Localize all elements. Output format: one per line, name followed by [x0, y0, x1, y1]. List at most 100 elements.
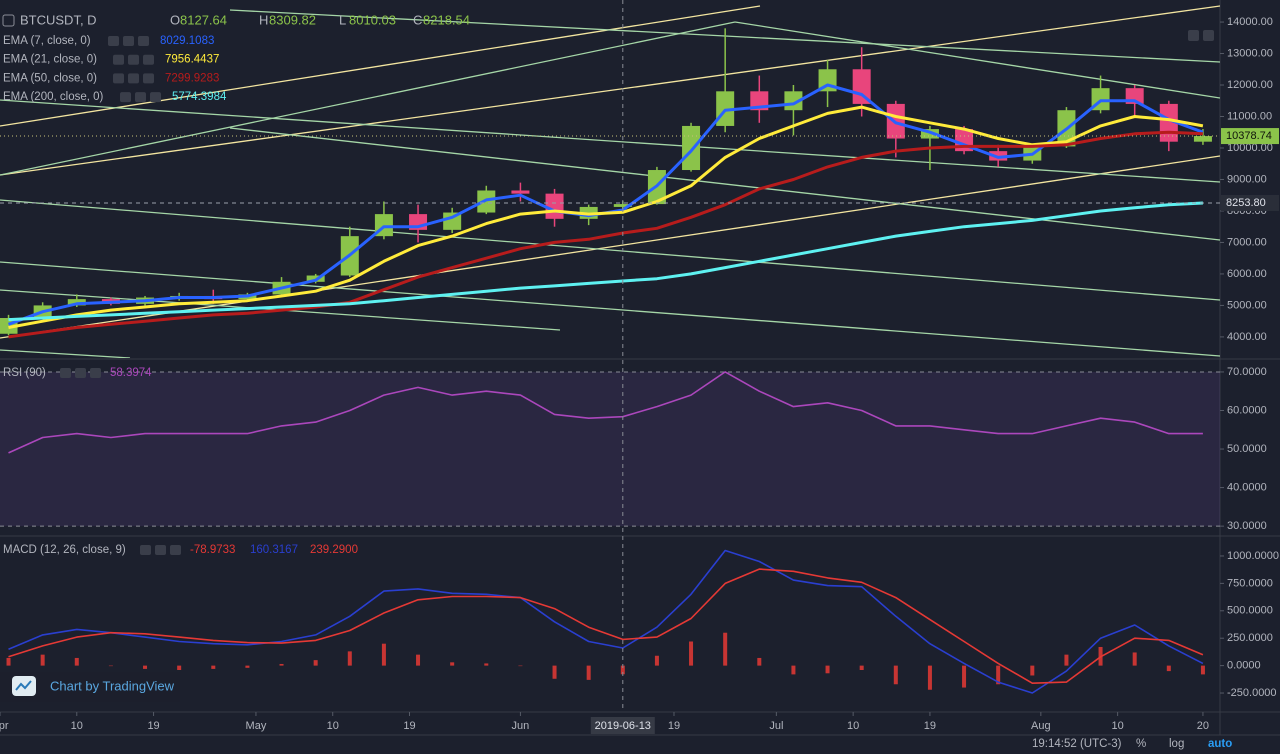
legend-icon[interactable]: [120, 92, 131, 103]
x-tick-label: May: [246, 720, 267, 732]
x-tick-label: Jun: [512, 720, 530, 732]
trend-line: [229, 127, 1220, 241]
indicator-title: RSI (90): [3, 367, 46, 379]
legend-icon[interactable]: [150, 92, 161, 103]
legend-icon[interactable]: [128, 54, 139, 65]
ohlc-value: 8309.82: [269, 12, 316, 27]
indicator-line: [8, 371, 1203, 454]
ohlc-label: O: [170, 12, 180, 27]
legend-icon[interactable]: [170, 545, 181, 555]
legend-icon[interactable]: [108, 36, 119, 46]
histogram-bar: [313, 660, 318, 666]
y-tick-label: 70.0000: [1227, 366, 1267, 378]
legend-value: 239.2900: [310, 544, 358, 556]
legend-icon[interactable]: [113, 54, 124, 65]
y-tick-label: 11000.00: [1227, 110, 1272, 122]
indicator-line: [8, 549, 1204, 694]
pane-button[interactable]: [1203, 30, 1214, 41]
histogram-bar: [450, 662, 455, 666]
legend-value: 8029.1083: [160, 35, 214, 47]
indicator-title: MACD (12, 26, close, 9): [3, 544, 126, 556]
legend-icon[interactable]: [135, 92, 146, 103]
legend-icon[interactable]: [140, 545, 151, 555]
indicator-line: [8, 105, 1204, 329]
collapse-button[interactable]: [2, 14, 15, 27]
legend-icon[interactable]: [128, 73, 139, 84]
candle-body: [920, 129, 939, 139]
pane-button[interactable]: [1188, 30, 1199, 41]
y-tick-label: 9000.00: [1227, 173, 1267, 185]
log-button[interactable]: log: [1169, 738, 1184, 750]
histogram-bar: [40, 654, 45, 666]
indicator-line: [8, 130, 1203, 339]
price-badge: [1221, 128, 1279, 145]
histogram-bar: [825, 665, 830, 674]
histogram-bar: [962, 665, 967, 688]
branding-logo-mark: [15, 680, 32, 691]
y-tick-label: 60.0000: [1227, 404, 1267, 416]
candle-body: [443, 212, 462, 230]
y-tick-label: 750.0000: [1227, 577, 1273, 589]
x-tick-label: 19: [403, 720, 415, 732]
y-tick-label: 250.0000: [1227, 632, 1273, 644]
legend-value: 7956.4437: [165, 54, 219, 66]
histogram-bar: [347, 651, 352, 666]
indicator-line: [8, 568, 1204, 684]
auto-button[interactable]: auto: [1208, 738, 1232, 750]
legend-icon[interactable]: [143, 54, 154, 65]
legend-name: EMA (50, close, 0): [3, 72, 97, 84]
legend-name: EMA (200, close, 0): [3, 91, 104, 103]
histogram-bar: [552, 665, 557, 679]
legend-icon[interactable]: [155, 545, 166, 555]
y-tick-label: 5000.00: [1227, 299, 1267, 311]
legend-icon[interactable]: [123, 36, 134, 46]
legend-icon[interactable]: [113, 73, 124, 84]
x-tick-label: Aug: [1031, 720, 1051, 732]
histogram-bar: [893, 665, 898, 685]
histogram-bar: [381, 643, 386, 666]
legend-icon[interactable]: [143, 73, 154, 84]
candle-body: [1193, 136, 1212, 142]
trend-line: [0, 99, 1220, 183]
price-badge-label: 8253.80: [1226, 197, 1266, 209]
x-tick-label: 20: [1197, 720, 1209, 732]
legend-value: 160.3167: [250, 544, 298, 556]
crosshair-label: 2019-06-13: [595, 720, 651, 732]
histogram-bar: [996, 665, 1001, 685]
candle-body: [67, 299, 86, 306]
legend-icon[interactable]: [75, 368, 86, 378]
legend-icon[interactable]: [138, 36, 149, 46]
price-badge: [1221, 194, 1279, 211]
legend-value: -78.9733: [190, 544, 235, 556]
y-tick-label: 40.0000: [1227, 481, 1267, 493]
trend-line: [0, 155, 1220, 339]
ohlc-value: 8218.54: [423, 12, 470, 27]
histogram-bar: [6, 657, 11, 666]
trend-line: [0, 5, 1220, 176]
clock: 19:14:52 (UTC-3): [1032, 738, 1122, 750]
histogram-bar: [859, 665, 864, 671]
legend-icon[interactable]: [90, 368, 101, 378]
y-tick-label: 50.0000: [1227, 443, 1267, 455]
trend-line: [0, 349, 131, 358]
y-tick-label: 1000.0000: [1227, 550, 1279, 562]
overlay: Apr 10 19 May 10 19 Jun 19 Jul 10 19 Aug 10 20 4000.00…: [0, 0, 1279, 734]
ohlc-label: L: [339, 12, 346, 27]
histogram-bar: [245, 665, 250, 668]
trend-line: [0, 21, 736, 176]
candle-body: [682, 125, 701, 171]
histogram-bar: [927, 665, 932, 690]
histogram-bar: [586, 665, 591, 680]
ohlc-label: C: [413, 12, 422, 27]
branding[interactable]: Chart by TradingView: [50, 678, 175, 693]
legend-icon[interactable]: [60, 368, 71, 378]
x-tick-label: 10: [847, 720, 859, 732]
percent-button[interactable]: %: [1136, 738, 1146, 750]
trend-line: [0, 199, 1220, 301]
y-tick-label: -250.0000: [1227, 687, 1277, 699]
histogram-bar: [620, 665, 625, 675]
histogram-bar: [723, 632, 728, 666]
x-tick-label: 19: [924, 720, 936, 732]
ohlc-value: 8127.64: [180, 12, 227, 27]
